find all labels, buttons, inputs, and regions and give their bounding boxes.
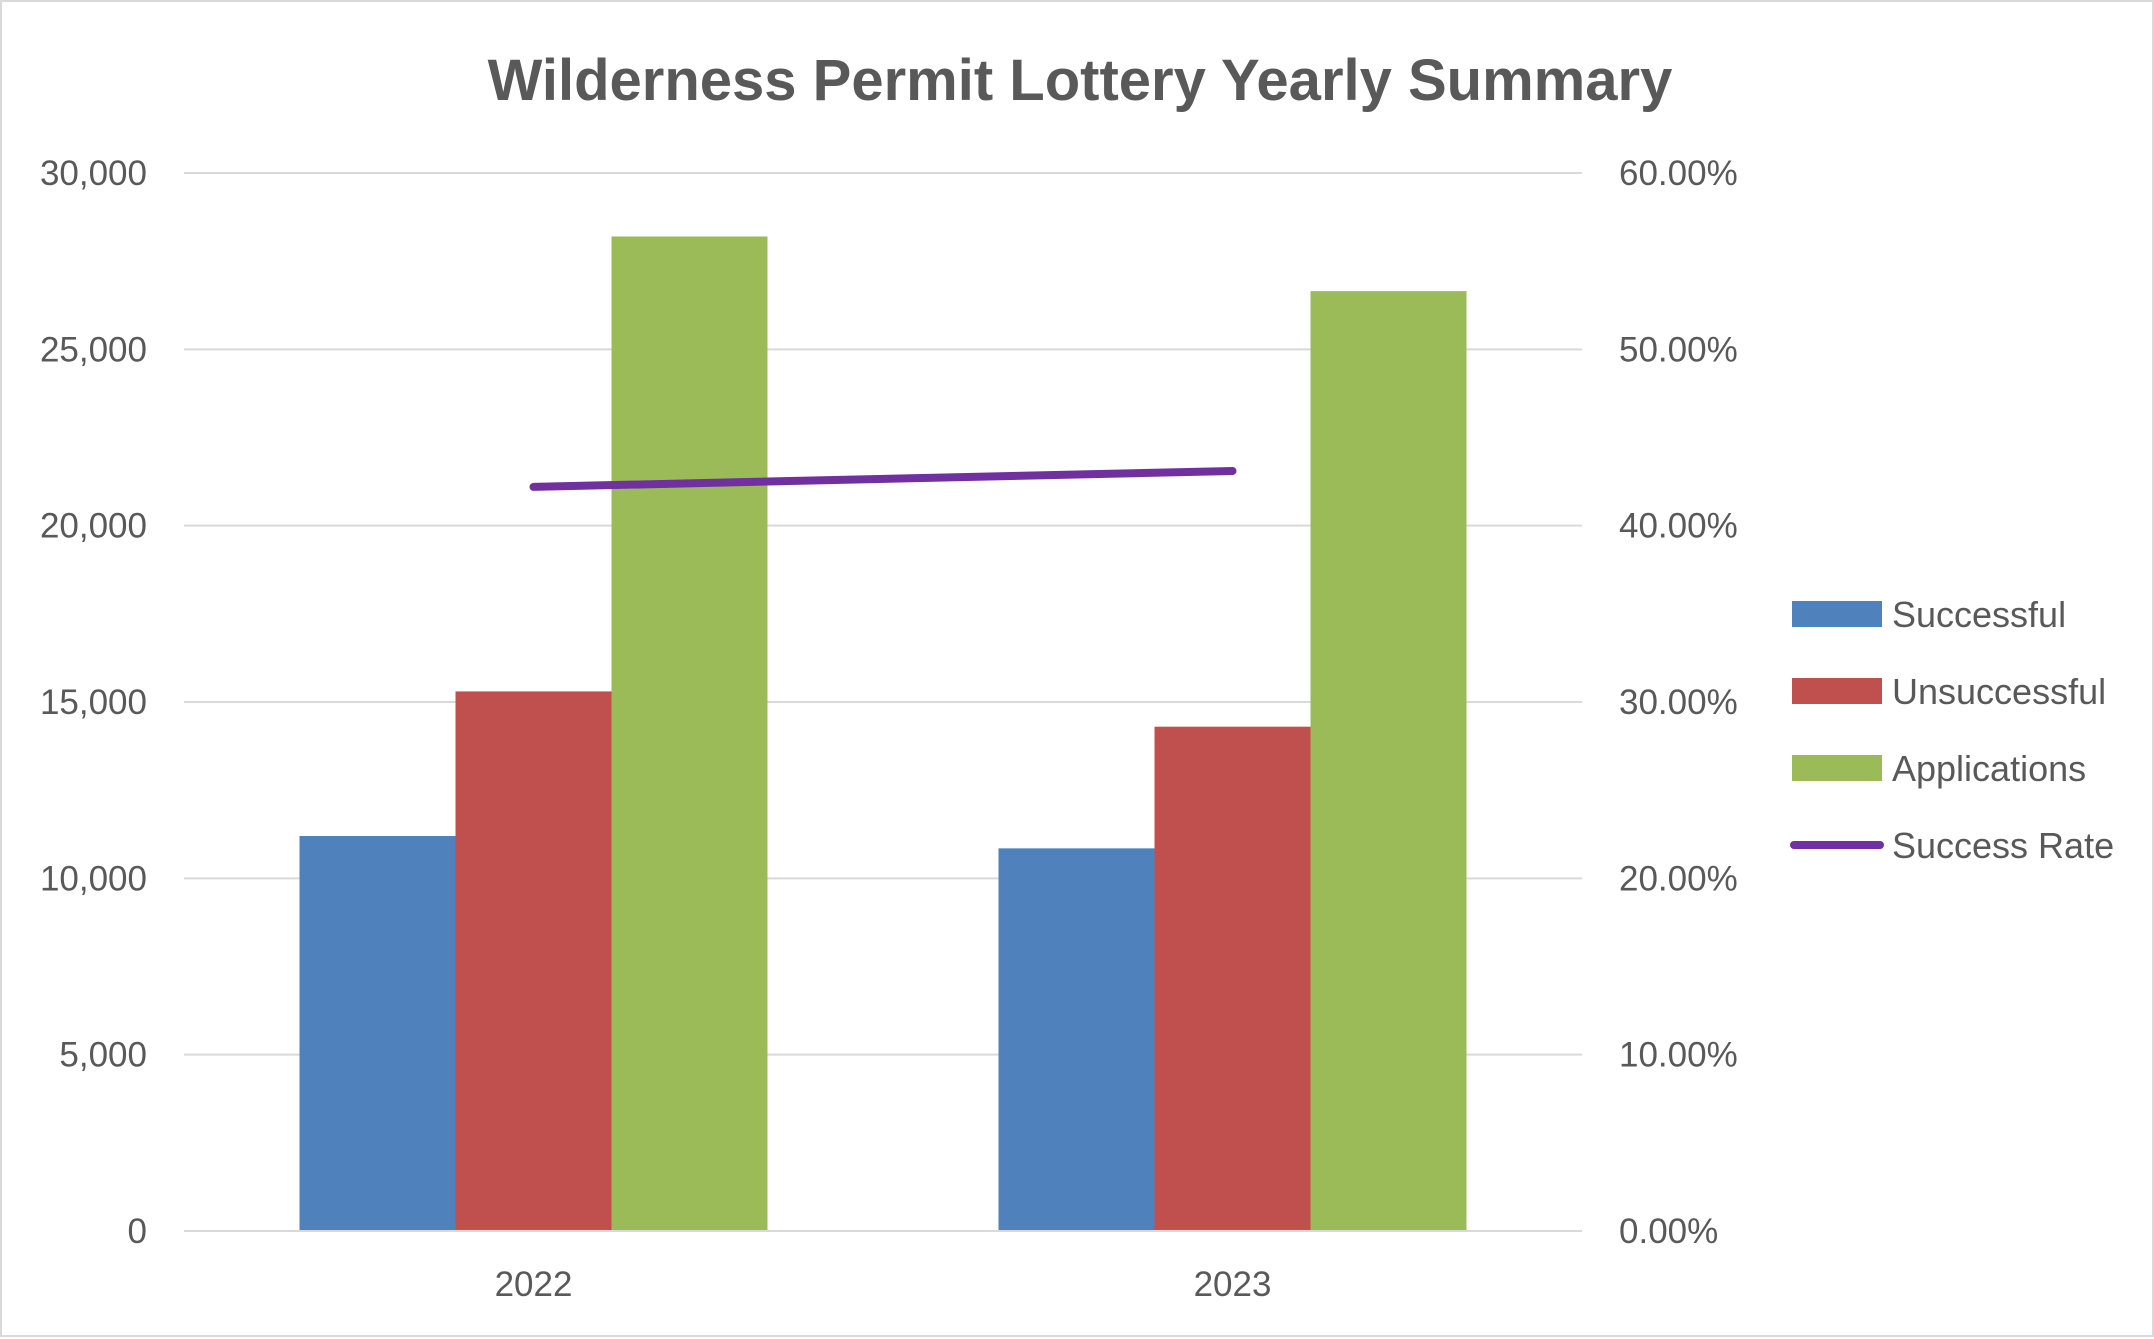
bar-applications-2022 [611, 236, 768, 1232]
bar-unsuccessful-2022 [455, 691, 612, 1231]
right-axis-tick-label: 60.00% [1619, 154, 1738, 193]
x-axis-labels: 2022 2023 [184, 1230, 1582, 1304]
legend-swatch [1792, 678, 1882, 704]
line-success-rate [529, 467, 1237, 491]
left-axis-tick-label: 30,000 [40, 154, 147, 193]
right-axis-tick-label: 50.00% [1619, 330, 1738, 369]
legend: Successful Unsuccessful Applications Succes… [1790, 594, 2114, 866]
legend-label: Applications [1892, 748, 2086, 789]
legend-label: Successful [1892, 594, 2066, 635]
legend-swatch [1792, 601, 1882, 627]
bar-unsuccessful-2023 [1154, 726, 1311, 1231]
bar-applications-2023 [1310, 291, 1467, 1232]
left-axis-tick-label: 20,000 [40, 507, 147, 546]
legend-label: Success Rate [1892, 825, 2114, 866]
left-axis-labels: 0 5,000 10,000 15,000 20,000 25,000 30,000 [40, 154, 147, 1251]
x-axis-tick-label: 2023 [1194, 1265, 1272, 1304]
legend-swatch [1792, 755, 1882, 781]
x-axis-tick-label: 2022 [495, 1265, 573, 1304]
right-axis-tick-label: 0.00% [1619, 1212, 1718, 1251]
chart-title: Wilderness Permit Lottery Yearly Summary [488, 48, 1673, 113]
left-axis-tick-label: 10,000 [40, 859, 147, 898]
left-axis-tick-label: 0 [128, 1212, 147, 1251]
right-axis-tick-label: 40.00% [1619, 507, 1738, 546]
bar-successful-2023 [998, 848, 1155, 1231]
legend-label: Unsuccessful [1892, 671, 2106, 712]
right-axis-tick-label: 20.00% [1619, 859, 1738, 898]
left-axis-tick-label: 15,000 [40, 683, 147, 722]
right-axis-labels: 0.00% 10.00% 20.00% 30.00% 40.00% 50.00% 60.00… [1619, 154, 1738, 1251]
right-axis-tick-label: 10.00% [1619, 1036, 1738, 1075]
bar-successful-2022 [299, 836, 456, 1231]
success-rate-line-layer [529, 467, 1237, 491]
right-axis-tick-label: 30.00% [1619, 683, 1738, 722]
bars [299, 236, 1467, 1232]
left-axis-tick-label: 25,000 [40, 330, 147, 369]
left-axis-tick-label: 5,000 [59, 1036, 147, 1075]
